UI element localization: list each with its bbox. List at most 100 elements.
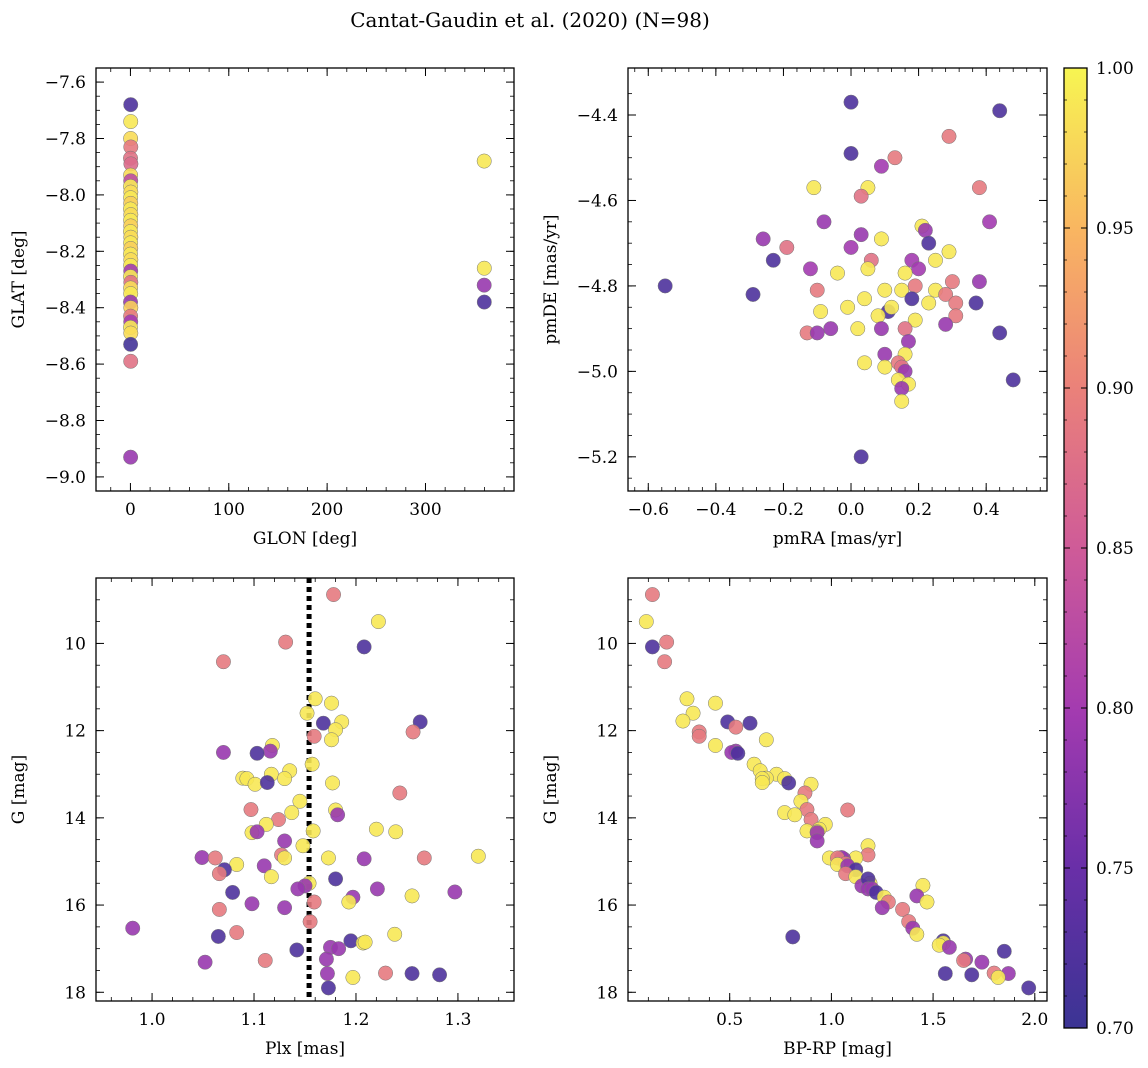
scatter-points (657, 94, 1021, 465)
scatter-point (657, 278, 673, 294)
scatter-point (873, 321, 889, 337)
scatter-point (779, 240, 795, 255)
scatter-point (320, 850, 336, 866)
scatter-point (299, 705, 315, 721)
scatter-point (388, 824, 404, 840)
scatter-point (211, 866, 227, 882)
colorbar-tick-label: 1.00 (1096, 59, 1134, 79)
scatter-point (992, 103, 1008, 119)
scatter-point (1021, 980, 1037, 996)
scatter-point (324, 695, 339, 711)
scatter-point (894, 393, 910, 409)
scatter-point (806, 180, 822, 196)
scatter-point (830, 265, 845, 281)
axes-frame (95, 577, 515, 1002)
colorbar: 0.70 0.75 0.80 0.85 0.90 0.95 1.00 (1063, 59, 1134, 1039)
scatter-point (324, 732, 339, 748)
scatter-point (387, 926, 403, 942)
scatter-point (302, 914, 318, 930)
scatter-point (207, 850, 223, 866)
scatter-point (356, 851, 372, 867)
y-tick-label: −7.6 (45, 73, 86, 93)
scatter-point (644, 639, 660, 655)
x-tick-label: 0.2 (905, 500, 932, 520)
scatter-point (243, 802, 259, 818)
scatter-point (877, 282, 893, 298)
scatter-point (809, 833, 825, 849)
scatter-point (787, 807, 803, 823)
scatter-point (277, 850, 293, 866)
scatter-point (644, 587, 660, 603)
scatter-point (938, 287, 954, 302)
scatter-point (685, 705, 701, 721)
scatter-point (319, 966, 335, 981)
scatter-point (675, 713, 691, 729)
scatter-point (307, 691, 323, 707)
scatter-point (894, 282, 910, 298)
scatter-point (211, 901, 227, 917)
x-tick-label: 0.0 (837, 500, 864, 520)
scatter-point (728, 719, 744, 735)
scatter-point (215, 744, 231, 760)
scatter-point (368, 821, 384, 837)
scatter-point (123, 353, 139, 369)
scatter-point (907, 312, 923, 328)
scatter-point (257, 952, 273, 968)
x-tick-label: −0.2 (763, 500, 804, 520)
scatter-point (897, 321, 913, 337)
x-tick-label: 100 (213, 500, 245, 520)
scatter-point (823, 321, 839, 337)
scatter-point (897, 265, 913, 281)
scatter-point (904, 291, 920, 307)
scatter-point (262, 743, 278, 759)
x-axis-label: pmRA [mas/yr] (773, 529, 902, 549)
colorbar-tick-label: 0.95 (1096, 219, 1134, 239)
scatter-point (785, 929, 801, 945)
scatter-points (123, 97, 492, 465)
scatter-point (277, 900, 293, 916)
scatter-point (907, 278, 923, 294)
scatter-point (657, 654, 673, 670)
y-tick-label: −8.4 (45, 299, 86, 319)
scatter-point (249, 824, 265, 840)
scatter-point (370, 614, 386, 630)
x-tick-label: 2.0 (1021, 1010, 1048, 1030)
scatter-point (708, 738, 723, 753)
scatter-point (476, 153, 492, 169)
scatter-point (1005, 372, 1021, 388)
scatter-point (843, 146, 859, 161)
scatter-point (992, 325, 1008, 341)
scatter-point (895, 901, 911, 917)
scatter-point (277, 833, 293, 849)
scatter-point (215, 654, 231, 670)
scatter-point (928, 252, 943, 268)
scatter-point (919, 894, 935, 910)
scatter-point (123, 97, 139, 113)
scatter-point (278, 634, 294, 650)
colorbar-tick-label: 0.80 (1096, 699, 1134, 719)
scatter-point (123, 114, 139, 130)
panel-glon-glat: 0 100 200 300 −7.6 −7.8 −8.0 −8.2 −8.4 −8.6 −8.8 −9… (9, 67, 515, 549)
y-axis-label: G [mag] (9, 755, 29, 824)
scatter-point (874, 900, 890, 916)
y-tick-label: −5.0 (577, 362, 618, 382)
scatter-point (944, 274, 960, 290)
colorbar-tick-label: 0.85 (1096, 539, 1134, 559)
x-tick-label: 1.1 (241, 1010, 268, 1030)
axes-frame (95, 67, 515, 492)
colorbar-tick-label: 0.70 (1096, 1019, 1134, 1039)
scatter-point (244, 896, 260, 912)
y-tick-label: −9.0 (45, 468, 86, 488)
scatter-point (754, 775, 770, 790)
y-axis-label: G [mag] (541, 755, 561, 824)
y-tick-label: −8.2 (45, 242, 86, 262)
scatter-point (809, 282, 825, 298)
y-tick-label: −7.8 (45, 130, 86, 150)
x-tick-label: 1.5 (920, 1010, 947, 1030)
y-tick-label: −8.6 (45, 355, 86, 375)
scatter-point (326, 587, 341, 603)
scatter-point (306, 894, 322, 910)
y-tick-label: 14 (64, 809, 86, 829)
figure-title: Cantat-Gaudin et al. (2020) (N=98) (350, 8, 710, 32)
